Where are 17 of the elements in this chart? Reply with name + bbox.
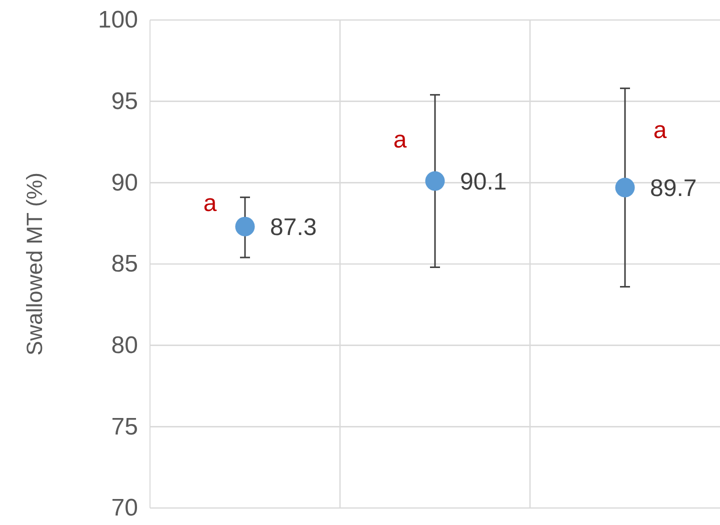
data-label: 87.3 xyxy=(270,214,317,241)
y-tick-label: 80 xyxy=(111,332,138,360)
annotation: a xyxy=(393,126,408,154)
y-tick-label: 85 xyxy=(111,250,138,278)
annotation: a xyxy=(203,190,218,217)
y-tick-label: 90 xyxy=(111,169,138,196)
y-tick-label: 100 xyxy=(98,6,138,34)
y-tick-label: 70 xyxy=(111,494,138,522)
data-label: 90.1 xyxy=(460,168,507,196)
point xyxy=(425,171,445,191)
data-label: 89.7 xyxy=(650,174,697,202)
y-tick-label: 95 xyxy=(111,88,138,116)
y-axis-title: Swallowed MT (%) xyxy=(22,172,47,356)
point xyxy=(615,178,635,198)
y-tick-label: 75 xyxy=(111,413,138,440)
point xyxy=(235,216,255,236)
annotation: a xyxy=(653,116,668,144)
